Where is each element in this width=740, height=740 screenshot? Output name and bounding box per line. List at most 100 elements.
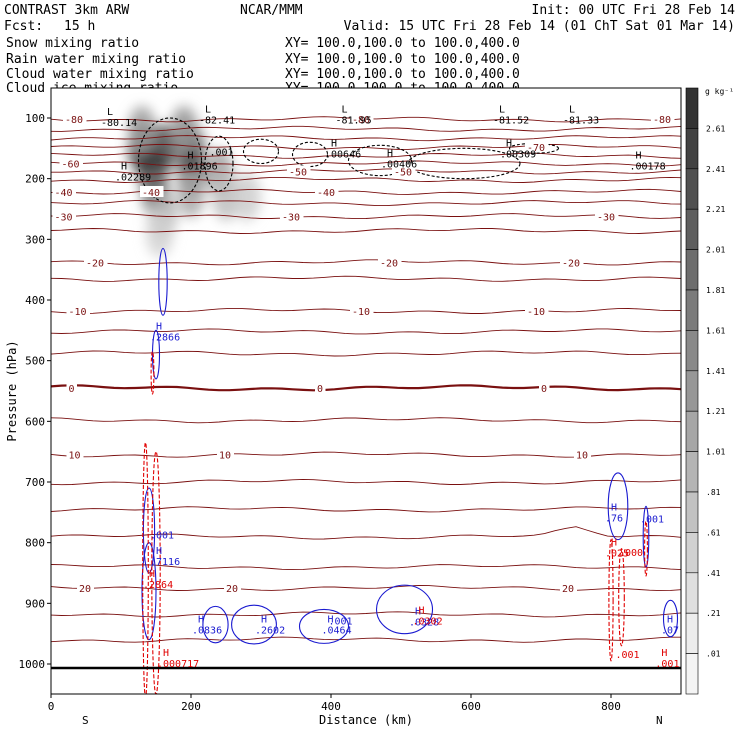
isotherm-label-bg-14-0 <box>66 304 90 316</box>
isotherm-label-bg-24-2 <box>560 582 577 594</box>
ice-extremum-marker-0: L <box>107 107 113 118</box>
isotherm-7 <box>51 176 681 183</box>
cloud-water-max-marker-8: H <box>611 502 617 513</box>
cloud-water-contours <box>141 247 679 645</box>
rain-contour-5 <box>644 520 648 577</box>
colorbar-bin-5 <box>685 289 699 331</box>
isotherm-13 <box>51 275 681 282</box>
colorbar: 2.61 2.41 2.21 2.01 1.81 1.61 1.41 1.21 1.01 .81.… <box>685 87 725 695</box>
isotherm-label-bg-0-1 <box>350 113 374 125</box>
isotherm-label-6-1: -50 <box>394 167 412 178</box>
isotherm-label-8-0: -40 <box>55 188 73 199</box>
colorbar-bin-13 <box>685 612 699 654</box>
cloud-water-contour-3 <box>141 542 157 641</box>
isotherm-10 <box>51 213 681 220</box>
rain-max-value-1: .000717 <box>157 659 199 670</box>
legend-rain-label: Rain water mixing ratio <box>6 52 186 67</box>
ice-extremum-marker-10: H <box>121 161 127 172</box>
ice-contour-1 <box>204 135 234 192</box>
init-time: Init: 00 UTC Fri 28 Feb 14 <box>532 3 736 18</box>
isotherm-22 <box>51 526 681 540</box>
x-axis: 0 200 400 600 800 <box>48 694 621 713</box>
snow-cell-8 <box>212 172 240 221</box>
legend-rain-xy: XY= 100.0,100.0 to 100.0,400.0 <box>285 52 520 67</box>
isotherm-15 <box>51 328 681 335</box>
isotherm-label-bg-19-1 <box>217 448 234 460</box>
isotherm-label-24-0: 20 <box>79 584 91 595</box>
cloud-water-contour-2 <box>142 487 156 574</box>
isotherm-18 <box>51 417 681 424</box>
isotherm-label-17-0: 0 <box>69 384 75 395</box>
cloud-water-max-value-8: .76 <box>605 513 623 524</box>
isotherm-label-17-1: 0 <box>317 384 323 395</box>
ice-extremum-value-1: -82.41 <box>199 115 235 126</box>
colorbar-level-3: 2.01 <box>706 246 725 255</box>
colorbar-level-12: .21 <box>706 609 721 618</box>
isotherm-label-bg-14-1 <box>350 304 374 316</box>
ice-contour-3 <box>291 141 329 168</box>
cloud-water-contour-7 <box>375 584 434 635</box>
isotherm-label-bg-8-1 <box>140 186 164 198</box>
cloud-water-contour-1 <box>151 329 161 380</box>
ice-extremum-value-7: .00406 <box>381 160 417 171</box>
isotherm-label-17-2: 0 <box>541 384 547 395</box>
forecast-label: Fcst: <box>4 19 43 34</box>
cloud-water-contour-5 <box>231 604 277 645</box>
isotherm-label-bg-17-0 <box>66 381 77 393</box>
rain-max-value-5: .001 <box>616 650 640 661</box>
isotherm-label-10-0: -30 <box>55 212 73 223</box>
isotherm-label-bg-10-1 <box>280 210 304 222</box>
y-axis-title: Pressure (hPa) <box>5 340 19 441</box>
cloud-water-max-marker-10: H <box>667 615 673 626</box>
isotherm-1 <box>51 125 681 132</box>
model-title: CONTRAST 3km ARW <box>4 3 129 18</box>
snow-shading <box>128 106 261 258</box>
rain-max-value-3: .025 <box>605 549 629 560</box>
ice-extremum-value-10: .02289 <box>115 172 151 183</box>
contour-labels: -80 -80 -80 -70 -60 -50 -50 -40 -40 -40 -30 -30 -30 -… <box>52 104 679 670</box>
y-tick-label-6: 700 <box>25 476 45 489</box>
isotherm-label-3-0: -70 <box>527 143 545 154</box>
snow-cell-13 <box>170 106 198 155</box>
colorbar-level-9: .81 <box>706 488 721 497</box>
colorbar-bin-1 <box>685 128 699 170</box>
ice-extremum-marker-4: L <box>569 104 575 115</box>
ice-extremum-value-5: .001 <box>210 148 234 159</box>
colorbar-bin-12 <box>685 572 699 614</box>
isotherm-label-bg-12-1 <box>378 256 402 268</box>
colorbar-level-10: .61 <box>706 528 721 537</box>
colorbar-level-7: 1.21 <box>706 407 725 416</box>
isotherm-11 <box>51 227 681 234</box>
isotherm-label-8-2: -40 <box>317 188 335 199</box>
isotherm-21 <box>51 506 681 513</box>
x-tick-label-2: 400 <box>321 700 341 713</box>
isotherm-label-19-2: 10 <box>576 451 588 462</box>
y-tick-label-9: 1000 <box>19 658 46 671</box>
isotherm-label-10-2: -30 <box>597 212 615 223</box>
y-tick-label-2: 300 <box>25 233 45 246</box>
cloud-water-max-marker-5: H <box>328 615 334 626</box>
isotherm-label-bg-0-2 <box>651 113 675 125</box>
isotherm-label-bg-8-2 <box>315 186 339 198</box>
cloud-water-contour-10 <box>662 599 679 638</box>
ice-contour-2 <box>242 138 280 165</box>
isotherm-label-14-0: -10 <box>69 307 87 318</box>
rain-contour-4 <box>618 548 625 647</box>
colorbar-level-1: 2.41 <box>706 165 725 174</box>
isotherm-label-bg-0-0 <box>63 113 87 125</box>
colorbar-level-6: 1.41 <box>706 367 725 376</box>
legend-snow-label: Snow mixing ratio <box>6 36 139 51</box>
isotherm-17 <box>51 384 681 392</box>
ice-extremum-value-8: .00309 <box>500 149 536 160</box>
isotherm-label-bg-8-0 <box>52 186 76 198</box>
isotherm-label-bg-12-0 <box>84 256 108 268</box>
isotherm-label-19-0: 10 <box>69 451 81 462</box>
cloud-water-max-value-0: .2866 <box>150 333 180 344</box>
cloud-water-contour-6 <box>298 608 350 644</box>
cloud-water-contour-9 <box>642 505 650 568</box>
isotherm-label-bg-19-2 <box>574 448 591 460</box>
south-end-label: S <box>82 714 89 727</box>
isotherm-16 <box>51 350 681 357</box>
isotherm-label-8-1: -40 <box>142 188 160 199</box>
ice-extremum-value-2: -81.95 <box>336 115 372 126</box>
